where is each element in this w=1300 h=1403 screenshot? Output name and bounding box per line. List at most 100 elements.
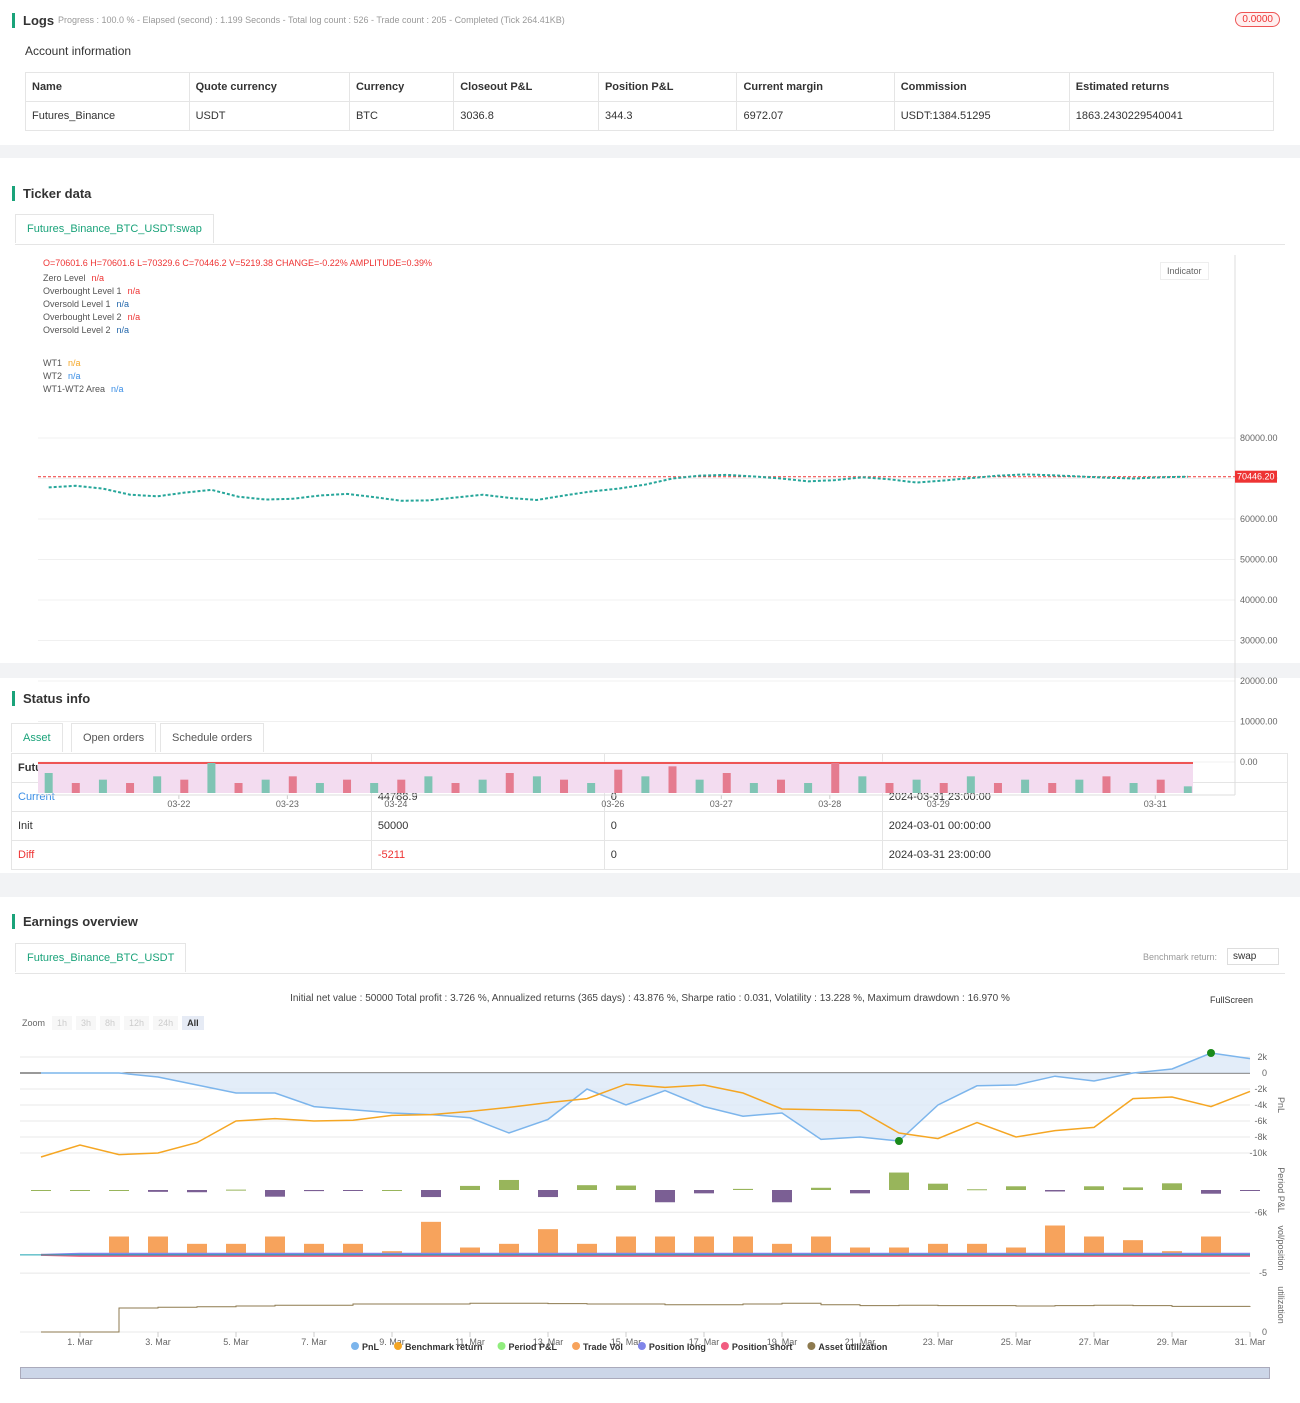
y-tick-label: 40000.00 xyxy=(1240,595,1278,605)
period-bar xyxy=(1123,1187,1143,1190)
benchmark-line xyxy=(40,1083,1251,1158)
legend-value: n/a xyxy=(68,371,81,381)
y-tick-label: -8k xyxy=(1254,1132,1267,1142)
volume-bar xyxy=(912,779,921,793)
x-tick-label: 25. Mar xyxy=(1001,1337,1032,1347)
indicator-legend: Zero Level n/a Overbought Level 1 n/a Overso… xyxy=(43,272,140,396)
period-bar xyxy=(850,1190,870,1194)
zoom-button[interactable]: All xyxy=(182,1016,204,1030)
status-tab[interactable]: Schedule orders xyxy=(160,723,265,752)
status-tab[interactable]: Open orders xyxy=(71,723,157,752)
volume-bar xyxy=(993,783,1002,793)
badge: 0.0000 xyxy=(1235,12,1280,27)
legend-value: n/a xyxy=(116,325,130,335)
panel-label: Period P&L xyxy=(1276,1167,1286,1213)
cell: 6972.07 xyxy=(736,101,895,131)
volume-bar xyxy=(153,776,162,793)
x-tick-label: 3. Mar xyxy=(145,1337,171,1347)
zoom-button[interactable]: 3h xyxy=(76,1016,97,1030)
x-tick-label: 03-24 xyxy=(384,799,407,809)
vol-bar xyxy=(1084,1236,1104,1255)
volume-bar xyxy=(424,776,433,793)
legend-swatch xyxy=(394,1342,402,1350)
price-tag-text: 70446.20 xyxy=(1237,472,1275,482)
benchmark-label: Benchmark return: xyxy=(1143,952,1218,962)
legend-name: WT1 xyxy=(43,358,62,368)
utilization-line xyxy=(41,1302,1251,1333)
benchmark-select[interactable]: swap xyxy=(1227,948,1279,965)
zoom-label: Zoom xyxy=(22,1018,46,1028)
y-tick-label: 10000.00 xyxy=(1240,717,1278,727)
period-bar xyxy=(889,1172,909,1190)
x-tick-label: 29. Mar xyxy=(1157,1337,1188,1347)
volume-bar xyxy=(98,779,107,793)
header-cell: Closeout P&L xyxy=(453,72,599,102)
logs-section: Logs Progress : 100.0 % - Elapsed (secon… xyxy=(0,0,1300,145)
legend-item: Oversold Level 1 n/a xyxy=(43,298,140,311)
x-tick-label: 03-26 xyxy=(601,799,624,809)
vol-bar xyxy=(1201,1236,1221,1255)
extreme-point xyxy=(895,1137,903,1145)
y-tick-label: 0 xyxy=(1262,1068,1267,1078)
zoom-button[interactable]: 12h xyxy=(124,1016,150,1030)
vol-bar xyxy=(1006,1247,1026,1255)
header-cell: Estimated returns xyxy=(1068,72,1275,102)
y-tick-label: 60000.00 xyxy=(1240,514,1278,524)
cell: 3036.8 xyxy=(453,101,599,131)
earnings-tab[interactable]: Futures_Binance_BTC_USDT xyxy=(15,943,187,972)
legend-swatch xyxy=(351,1342,359,1350)
period-bar xyxy=(382,1190,402,1191)
panel-label: PnL xyxy=(1276,1097,1286,1113)
y-tick-label: 0.00 xyxy=(1240,757,1258,767)
period-bar xyxy=(655,1190,675,1203)
period-bar xyxy=(187,1190,207,1193)
legend-name: Zero Level xyxy=(43,273,86,283)
legend-item: Zero Level n/a xyxy=(43,272,140,285)
zoom-button[interactable]: 1h xyxy=(52,1016,73,1030)
account-title: Account information xyxy=(25,44,132,58)
legend-name: WT1-WT2 Area xyxy=(43,384,106,394)
legend-item: Oversold Level 2 n/a xyxy=(43,324,140,337)
cell: BTC xyxy=(348,101,455,131)
period-bar xyxy=(343,1190,363,1191)
volume-bar xyxy=(1156,779,1165,793)
volume-bar xyxy=(587,783,596,793)
vol-bar xyxy=(538,1229,558,1255)
ticker-section: Ticker data Futures_Binance_BTC_USDT:swa… xyxy=(0,158,1300,663)
volume-bar xyxy=(668,766,677,793)
vol-bar xyxy=(616,1236,636,1255)
volume-bar xyxy=(44,773,53,793)
y-tick-label: 0 xyxy=(1262,1327,1267,1337)
volume-bar xyxy=(180,779,189,793)
vol-bar xyxy=(109,1236,129,1255)
zoom-button[interactable]: 8h xyxy=(100,1016,121,1030)
position-line xyxy=(40,1253,1250,1257)
period-bar xyxy=(772,1190,792,1203)
period-bar xyxy=(811,1187,831,1190)
indicator-button[interactable]: Indicator xyxy=(1160,262,1209,280)
vol-bar xyxy=(577,1243,597,1255)
volume-bar xyxy=(831,763,840,793)
status-tab[interactable]: Asset xyxy=(11,723,63,752)
fullscreen[interactable]: FullScreen xyxy=(1210,995,1254,1005)
cell: 2024-03-01 00:00:00 xyxy=(881,811,1289,841)
ticker-tab[interactable]: Futures_Binance_BTC_USDT:swap xyxy=(15,214,214,243)
legend-item: WT2 n/a xyxy=(43,370,140,383)
x-tick-label: 11. Mar xyxy=(455,1337,485,1347)
x-tick-label: 21. Mar xyxy=(845,1337,876,1347)
volume-bar xyxy=(261,779,270,793)
volume-bar xyxy=(397,779,406,793)
vol-bar xyxy=(187,1243,207,1255)
x-tick-label: 17. Mar xyxy=(689,1337,720,1347)
volume-bar xyxy=(1102,776,1111,793)
legend-swatch xyxy=(497,1342,506,1350)
volume-bar xyxy=(315,783,324,793)
y-tick-label: -4k xyxy=(1254,1100,1267,1110)
legend-name: Overbought Level 1 xyxy=(43,286,122,296)
vol-bar xyxy=(811,1236,831,1255)
volume-bar xyxy=(1048,783,1057,793)
cell: 0 xyxy=(603,811,883,841)
legend-swatch xyxy=(572,1342,581,1350)
zoom-button[interactable]: 24h xyxy=(153,1016,179,1030)
vol-bar xyxy=(967,1243,987,1255)
